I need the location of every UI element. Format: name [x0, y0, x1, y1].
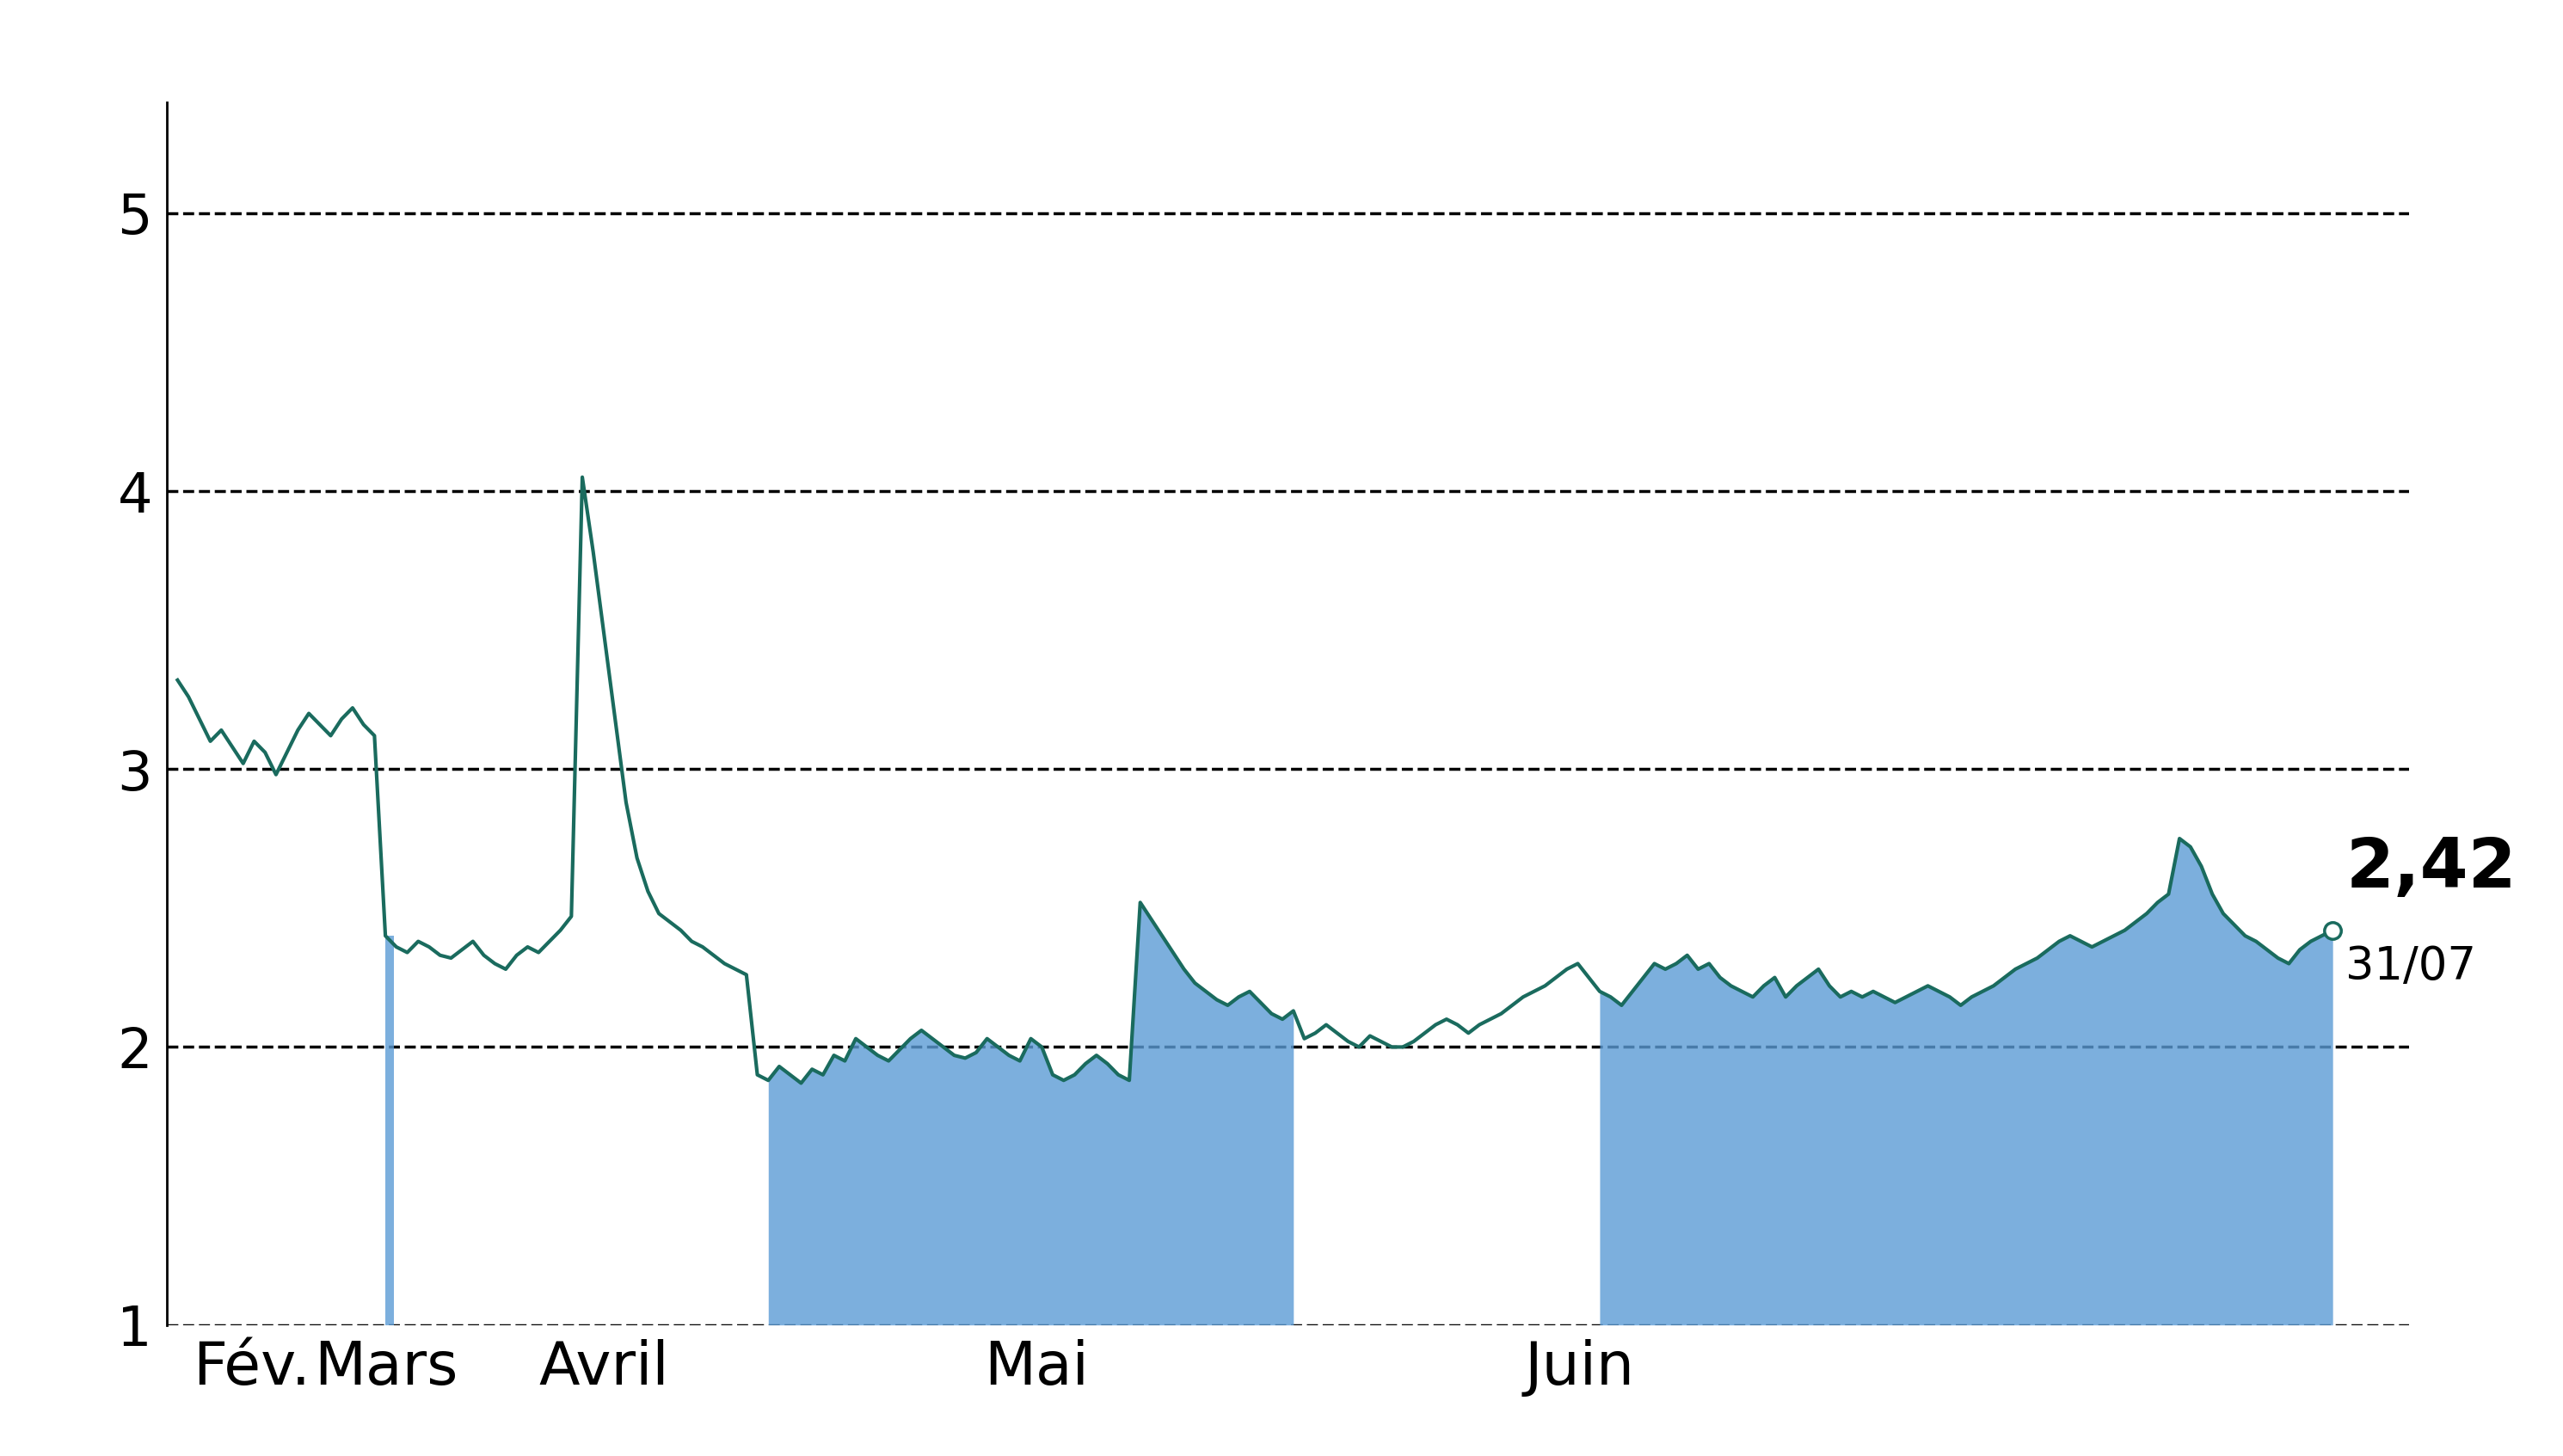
Text: 2,42: 2,42 — [2345, 836, 2517, 903]
Text: Monogram Orthopaedics, Inc.: Monogram Orthopaedics, Inc. — [484, 20, 2079, 114]
Text: 31/07: 31/07 — [2345, 943, 2476, 989]
